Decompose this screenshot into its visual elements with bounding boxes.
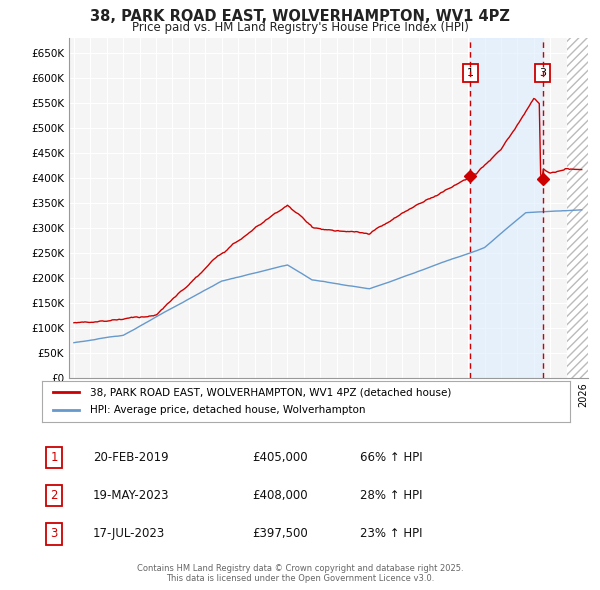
Text: 20-FEB-2019: 20-FEB-2019 [93, 451, 169, 464]
Text: 28% ↑ HPI: 28% ↑ HPI [360, 489, 422, 502]
Bar [470, 38, 542, 378]
Text: 3: 3 [539, 68, 546, 78]
Text: 3: 3 [50, 527, 58, 540]
Text: 66% ↑ HPI: 66% ↑ HPI [360, 451, 422, 464]
Text: 38, PARK ROAD EAST, WOLVERHAMPTON, WV1 4PZ (detached house): 38, PARK ROAD EAST, WOLVERHAMPTON, WV1 4… [89, 387, 451, 397]
Text: 1: 1 [50, 451, 58, 464]
Text: Price paid vs. HM Land Registry's House Price Index (HPI): Price paid vs. HM Land Registry's House … [131, 21, 469, 34]
Text: 19-MAY-2023: 19-MAY-2023 [93, 489, 170, 502]
Text: Contains HM Land Registry data © Crown copyright and database right 2025.
This d: Contains HM Land Registry data © Crown c… [137, 563, 463, 583]
Text: £405,000: £405,000 [252, 451, 308, 464]
Text: 38, PARK ROAD EAST, WOLVERHAMPTON, WV1 4PZ: 38, PARK ROAD EAST, WOLVERHAMPTON, WV1 4… [90, 9, 510, 24]
Text: 23% ↑ HPI: 23% ↑ HPI [360, 527, 422, 540]
Text: 1: 1 [467, 68, 474, 78]
Text: £408,000: £408,000 [252, 489, 308, 502]
Text: £397,500: £397,500 [252, 527, 308, 540]
Text: 2: 2 [50, 489, 58, 502]
Bar [566, 38, 600, 378]
Text: HPI: Average price, detached house, Wolverhampton: HPI: Average price, detached house, Wolv… [89, 405, 365, 415]
Text: 17-JUL-2023: 17-JUL-2023 [93, 527, 165, 540]
